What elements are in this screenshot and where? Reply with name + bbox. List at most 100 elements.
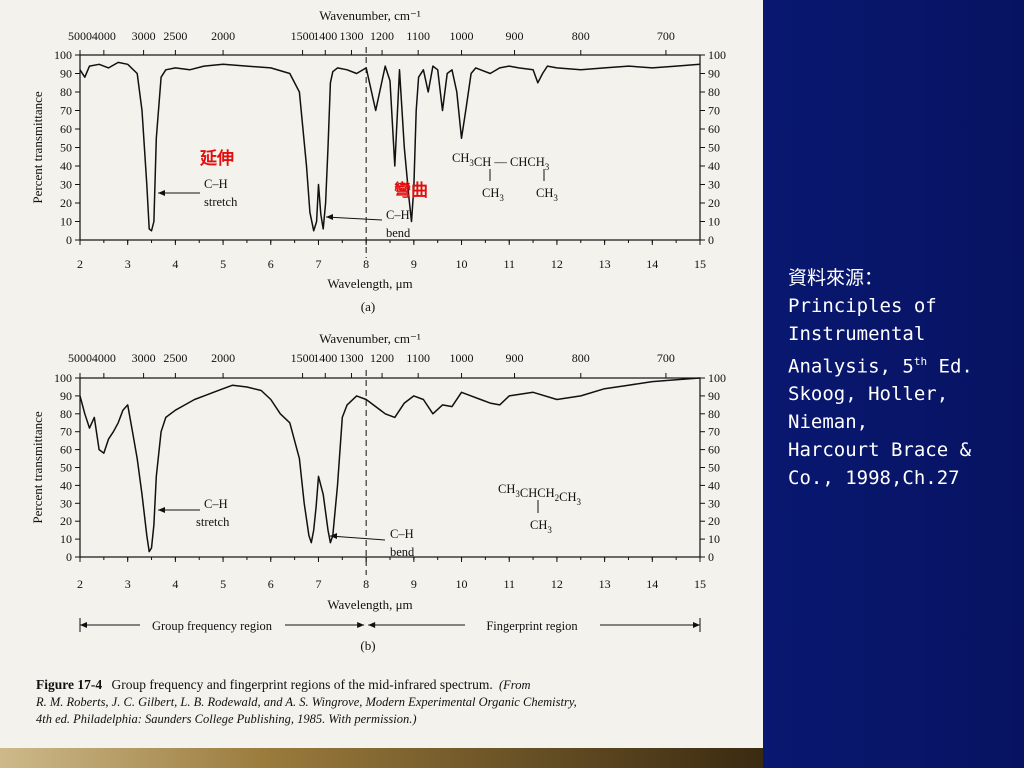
panel-a-top-tick-label: 1200 [370,29,394,43]
panel-b-top-tick-label: 1300 [339,351,363,365]
panel-a-top-tick-label: 2000 [211,29,235,43]
panel-a-x-tick-label: 6 [268,257,274,271]
panel-b-top-tick-label: 5000 [68,351,92,365]
panel-b-y-tick-label-left: 50 [60,461,72,475]
panel-a-y-tick-label-left: 60 [60,122,72,136]
panel-b-x-tick-label: 10 [456,577,468,591]
panel-a-y-tick-label-right: 10 [708,215,720,229]
panel-b-x-tick-label: 8 [363,577,369,591]
panel-a-ch-bend-arrowhead [326,214,333,220]
figure-credit-start: (From [499,678,531,692]
panel-a-y-tick-label-left: 90 [60,67,72,81]
panel-b-y-tick-label-left: 80 [60,407,72,421]
figure-caption: Figure 17-4 Group frequency and fingerpr… [36,676,756,728]
panel-b-ch-stretch-label-1: C–H [204,497,228,511]
panel-b-y-tick-label-right: 100 [708,371,726,385]
panel-b-ch-bend-arrow [329,535,386,541]
panel-b-fingerprint-region-label: Fingerprint region [486,619,578,633]
source-line-authors-2: Nieman, [788,411,869,434]
panel-a-y-tick-label-right: 30 [708,178,720,192]
panel-b-spectrum-line [79,377,701,553]
panel-b-group-region-arrowhead-left [80,622,87,628]
panel-b-x-tick-label: 7 [315,577,321,591]
panel-a-y-tick-label-right: 40 [708,159,720,173]
panel-a-x-tick-label: 4 [172,257,178,271]
panel-a-y-tick-label-left: 100 [54,48,72,62]
panel-a-x-tick-label: 7 [315,257,321,271]
panel-b-y-axis-title: Percent transmittance [30,411,45,523]
panel-a-spectrum-line [79,61,701,232]
panel-a-x-tick-label: 3 [125,257,131,271]
panel-a-x-tick-label: 10 [456,257,468,271]
source-note: 資料來源： Principles of Instrumental Analysi… [788,264,1013,492]
panel-a-y-axis-title: Percent transmittance [30,91,45,203]
panel-b-top-tick-label: 700 [657,351,675,365]
panel-a-structure-ch3-left: CH3 [482,186,504,203]
panel-b-y-tick-label-right: 70 [708,425,720,439]
panel-a-x-tick-label: 12 [551,257,563,271]
panel-a-ch-stretch-label-1: C–H [204,177,228,191]
figure-number: Figure 17-4 [36,677,103,692]
panel-a-top-tick-label: 1300 [339,29,363,43]
panel-b-x-tick-label: 14 [646,577,658,591]
panel-a-y-tick-label-left: 50 [60,141,72,155]
panel-b-y-tick-label-right: 90 [708,389,720,403]
panel-b-top-axis-title: Wavenumber, cm⁻¹ [319,331,421,346]
panel-b-y-tick-label-right: 0 [708,550,714,564]
panel-b-top-tick-label: 1400 [313,351,337,365]
panel-b-fingerprint-arrowhead-left [368,622,376,628]
panel-b-ch-bend-label-1: C–H [390,527,414,541]
panel-a-structure-line-1: CH3CH — CHCH3 [452,151,550,172]
panel-b-y-tick-label-left: 30 [60,496,72,510]
panel-b-fingerprint-arrowhead-right [693,622,700,628]
panel-b-ch-bend-arrowhead [330,533,337,539]
panel-b-y-tick-label-right: 50 [708,461,720,475]
source-line-publisher-1: Harcourt Brace & [788,439,972,462]
panel-b-top-tick-label: 1500 [291,351,315,365]
panel-a-top-tick-label: 1500 [291,29,315,43]
panel-a-top-tick-label: 4000 [92,29,116,43]
panel-a-x-tick-label: 8 [363,257,369,271]
panel-a-ch-bend-label-2: bend [386,226,411,240]
panel-a-y-tick-label-right: 50 [708,141,720,155]
panel-b-y-tick-label-right: 80 [708,407,720,421]
panel-a-y-tick-label-right: 100 [708,48,726,62]
panel-b-top-tick-label: 4000 [92,351,116,365]
panel-a-top-tick-label: 2500 [163,29,187,43]
panel-a-y-tick-label-left: 0 [66,233,72,247]
panel-a-y-tick-label-left: 70 [60,104,72,118]
panel-b-top-tick-label: 900 [506,351,524,365]
panel-b-top-tick-label: 800 [572,351,590,365]
panel-a-ch-stretch-arrowhead [158,190,165,196]
panel-b-y-tick-label-left: 10 [60,532,72,546]
source-line-publisher-2: Co., 1998,Ch.27 [788,467,960,490]
panel-a-x-tick-label: 2 [77,257,83,271]
panel-b-top-tick-label: 1200 [370,351,394,365]
panel-a-x-tick-label: 11 [503,257,515,271]
panel-a-y-tick-label-right: 0 [708,233,714,247]
panel-a-y-tick-label-left: 20 [60,196,72,210]
panel-a-top-tick-label: 800 [572,29,590,43]
panel-b-group-region-arrowhead-right [357,622,365,628]
source-line-edition: Analysis, 5 [788,355,914,378]
panel-a-top-tick-label: 700 [657,29,675,43]
source-edition-word: Ed. [927,355,973,378]
panel-b-top-tick-label: 2500 [163,351,187,365]
panel-b-structure-line-1: CH3CHCH2CH3 [498,482,581,507]
decorative-bottom-strip [0,748,763,768]
panel-b-y-tick-label-right: 60 [708,443,720,457]
panel-a-top-tick-label: 1000 [450,29,474,43]
source-edition-suffix: th [913,355,928,368]
panel-a-stretch-chinese-label: 延伸 [199,148,234,169]
panel-a-y-tick-label-right: 20 [708,196,720,210]
panel-a-x-tick-label: 13 [599,257,611,271]
panel-b-x-tick-label: 5 [220,577,226,591]
panel-b-top-tick-label: 2000 [211,351,235,365]
panel-a-ch-bend-label-1: C–H [386,208,410,222]
panel-b-y-tick-label-left: 70 [60,425,72,439]
panel-b-y-tick-label-right: 10 [708,532,720,546]
panel-a-top-tick-label: 5000 [68,29,92,43]
panel-b-structure-ch3: CH3 [530,518,552,535]
panel-b-ch-bend-label-2: bend [390,545,415,559]
source-label: 資料來源： [788,267,884,289]
